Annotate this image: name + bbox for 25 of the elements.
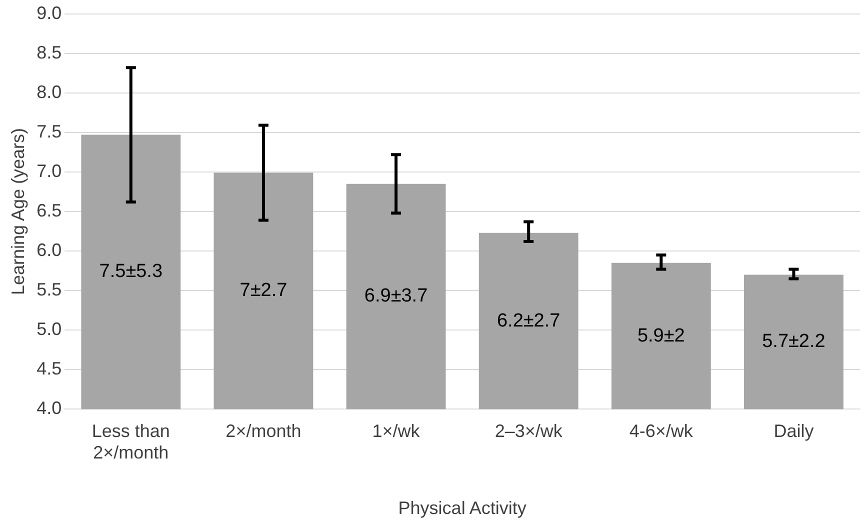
y-tick-label: 8.5 — [36, 42, 62, 62]
data-label: 6.2±2.7 — [496, 310, 560, 332]
data-label: 6.9±3.7 — [364, 286, 428, 307]
y-tick-label: 7.5 — [36, 121, 62, 142]
data-label: 5.9±2 — [637, 325, 685, 346]
x-tick-label: Less than 2×/month — [92, 420, 170, 463]
y-tick-label: 7.0 — [36, 160, 62, 181]
y-axis-title: Learning Age (years) — [8, 128, 28, 296]
data-label: 5.7±2.2 — [762, 331, 826, 352]
y-tick-label: 5.5 — [36, 280, 62, 300]
data-label: 7.5±5.3 — [99, 261, 163, 282]
y-tick-label: 4.5 — [36, 358, 62, 379]
x-tick-label: 2×/month — [226, 420, 302, 441]
y-tick-label: 6.0 — [36, 240, 62, 260]
y-tick-label: 8.0 — [36, 82, 62, 102]
y-tick-label: 6.5 — [36, 200, 62, 220]
x-tick-label: 1×/wk — [372, 420, 421, 441]
y-tick-label: 5.0 — [36, 319, 62, 340]
x-axis-title: Physical Activity — [398, 498, 526, 518]
x-tick-label: 2–3×/wk — [494, 420, 564, 441]
y-tick-label: 9.0 — [36, 2, 62, 23]
x-tick-label: 4-6×/wk — [629, 420, 694, 441]
y-tick-label: 4.0 — [36, 398, 62, 418]
data-label: 7±2.7 — [240, 280, 288, 302]
x-tick-label: Daily — [774, 420, 814, 441]
